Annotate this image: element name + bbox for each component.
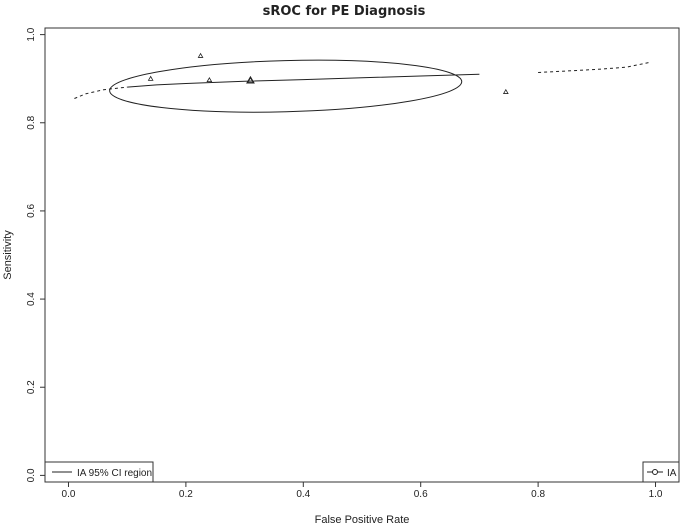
x-tick-label: 1.0 — [649, 489, 663, 500]
legend-ia-label: IA — [667, 468, 677, 479]
legend-ci-box — [44, 461, 154, 483]
sroc-curve-solid — [127, 73, 480, 88]
study-point — [197, 52, 204, 58]
y-axis: 0.0 0.2 0.4 0.6 0.8 1.0 — [26, 27, 45, 482]
y-tick-label: 0.0 — [26, 468, 37, 482]
sroc-curve-dashed-right — [538, 61, 650, 73]
study-point — [502, 88, 509, 94]
plot-layer — [74, 52, 650, 113]
y-tick-label: 0.8 — [26, 115, 37, 129]
study-point — [206, 77, 213, 83]
legend-ci-region: IA 95% CI region — [44, 461, 154, 483]
summary-point — [246, 75, 255, 84]
x-tick-label: 0.8 — [531, 489, 545, 500]
y-tick-label: 0.2 — [26, 380, 37, 394]
legend-ia-circle — [652, 469, 658, 475]
y-tick-label: 1.0 — [26, 27, 37, 41]
x-tick-label: 0.4 — [296, 489, 310, 500]
x-tick-label: 0.0 — [62, 489, 76, 500]
x-tick-label: 0.2 — [179, 489, 193, 500]
sroc-curve-dashed-left — [74, 86, 128, 99]
y-tick-label: 0.4 — [26, 292, 37, 306]
y-axis-label: Sensitivity — [2, 230, 14, 280]
x-axis-label: False Positive Rate — [315, 514, 410, 526]
y-tick-label: 0.6 — [26, 204, 37, 218]
legend-ci-label: IA 95% CI region — [77, 468, 152, 479]
legend-ia: IA — [642, 461, 680, 483]
x-axis: 0.0 0.2 0.4 0.6 0.8 1.0 — [62, 482, 663, 500]
x-tick-label: 0.6 — [414, 489, 428, 500]
confidence-region-ellipse — [109, 59, 463, 113]
chart-title: sROC for PE Diagnosis — [263, 4, 426, 19]
study-point — [147, 75, 154, 81]
plot-frame — [44, 27, 680, 483]
